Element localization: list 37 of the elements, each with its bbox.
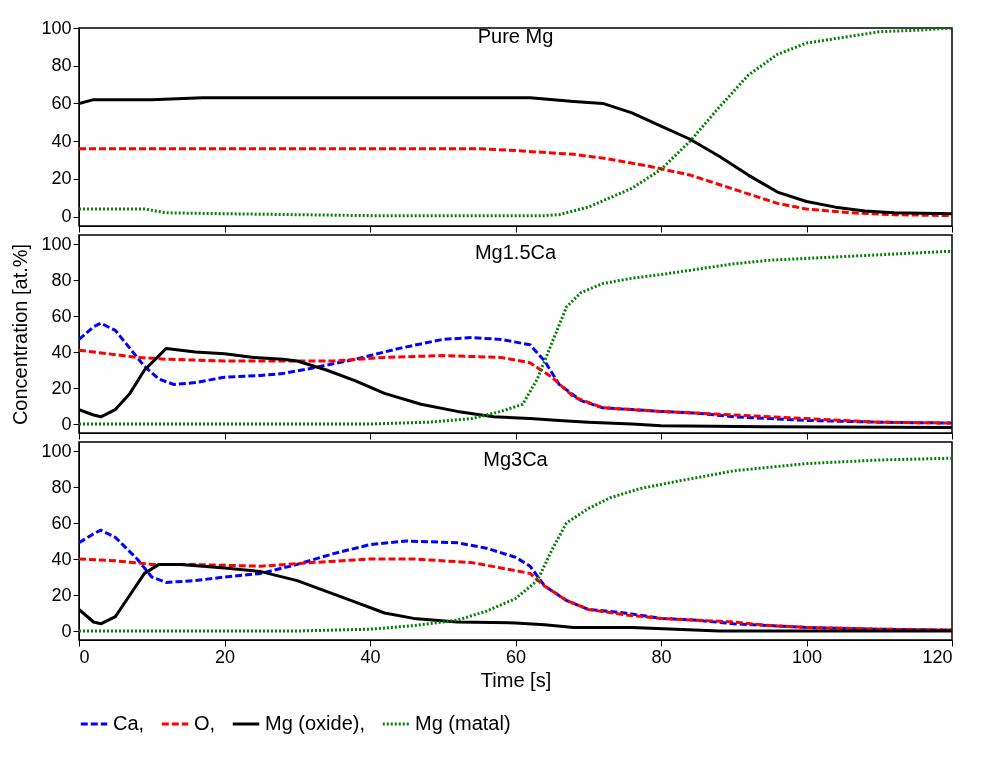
legend-label: Ca,	[113, 712, 145, 734]
y-tick-label: 20	[51, 168, 72, 189]
y-tick-label: 80	[51, 476, 72, 497]
y-tick-label: 80	[51, 55, 72, 76]
x-tick-label: 20	[214, 646, 236, 667]
x-tick-label: 100	[791, 646, 823, 667]
y-tick-label: 60	[51, 92, 72, 113]
y-tick-label: 40	[51, 341, 72, 362]
legend-label: Mg (oxide),	[265, 712, 366, 734]
y-tick-label: 60	[51, 512, 72, 533]
x-tick-label: 80	[651, 646, 672, 667]
y-tick-label: 100	[41, 17, 72, 38]
chart-title: Mg3Ca	[483, 448, 549, 470]
y-tick-label: 100	[41, 440, 72, 461]
chart-title: Mg1.5Ca	[474, 241, 557, 263]
x-tick-label: 0	[79, 646, 90, 667]
legend-label: O,	[194, 712, 216, 734]
y-tick-label: 0	[61, 620, 72, 641]
y-tick-label: 100	[41, 233, 72, 254]
line-series	[79, 28, 952, 218]
line-series	[79, 147, 952, 218]
x-axis-title: Time [s]	[480, 668, 552, 691]
y-tick-label: 0	[61, 206, 72, 227]
y-tick-label: 40	[51, 548, 72, 569]
x-tick-label: 120	[922, 646, 953, 667]
line-series	[79, 321, 952, 425]
x-tick-label: 60	[505, 646, 527, 667]
y-tick-label: 20	[51, 584, 72, 605]
y-tick-label: 60	[51, 305, 72, 326]
y-tick-label: 80	[51, 269, 72, 290]
x-tick-label: 40	[360, 646, 381, 667]
y-axis-title: Concentration [at.%]	[9, 243, 32, 426]
y-tick-label: 40	[51, 130, 72, 151]
legend-label: Mg (matal)	[415, 712, 511, 734]
chart-title: Pure Mg	[477, 25, 554, 47]
y-tick-label: 0	[61, 413, 72, 434]
y-tick-label: 20	[51, 377, 72, 398]
